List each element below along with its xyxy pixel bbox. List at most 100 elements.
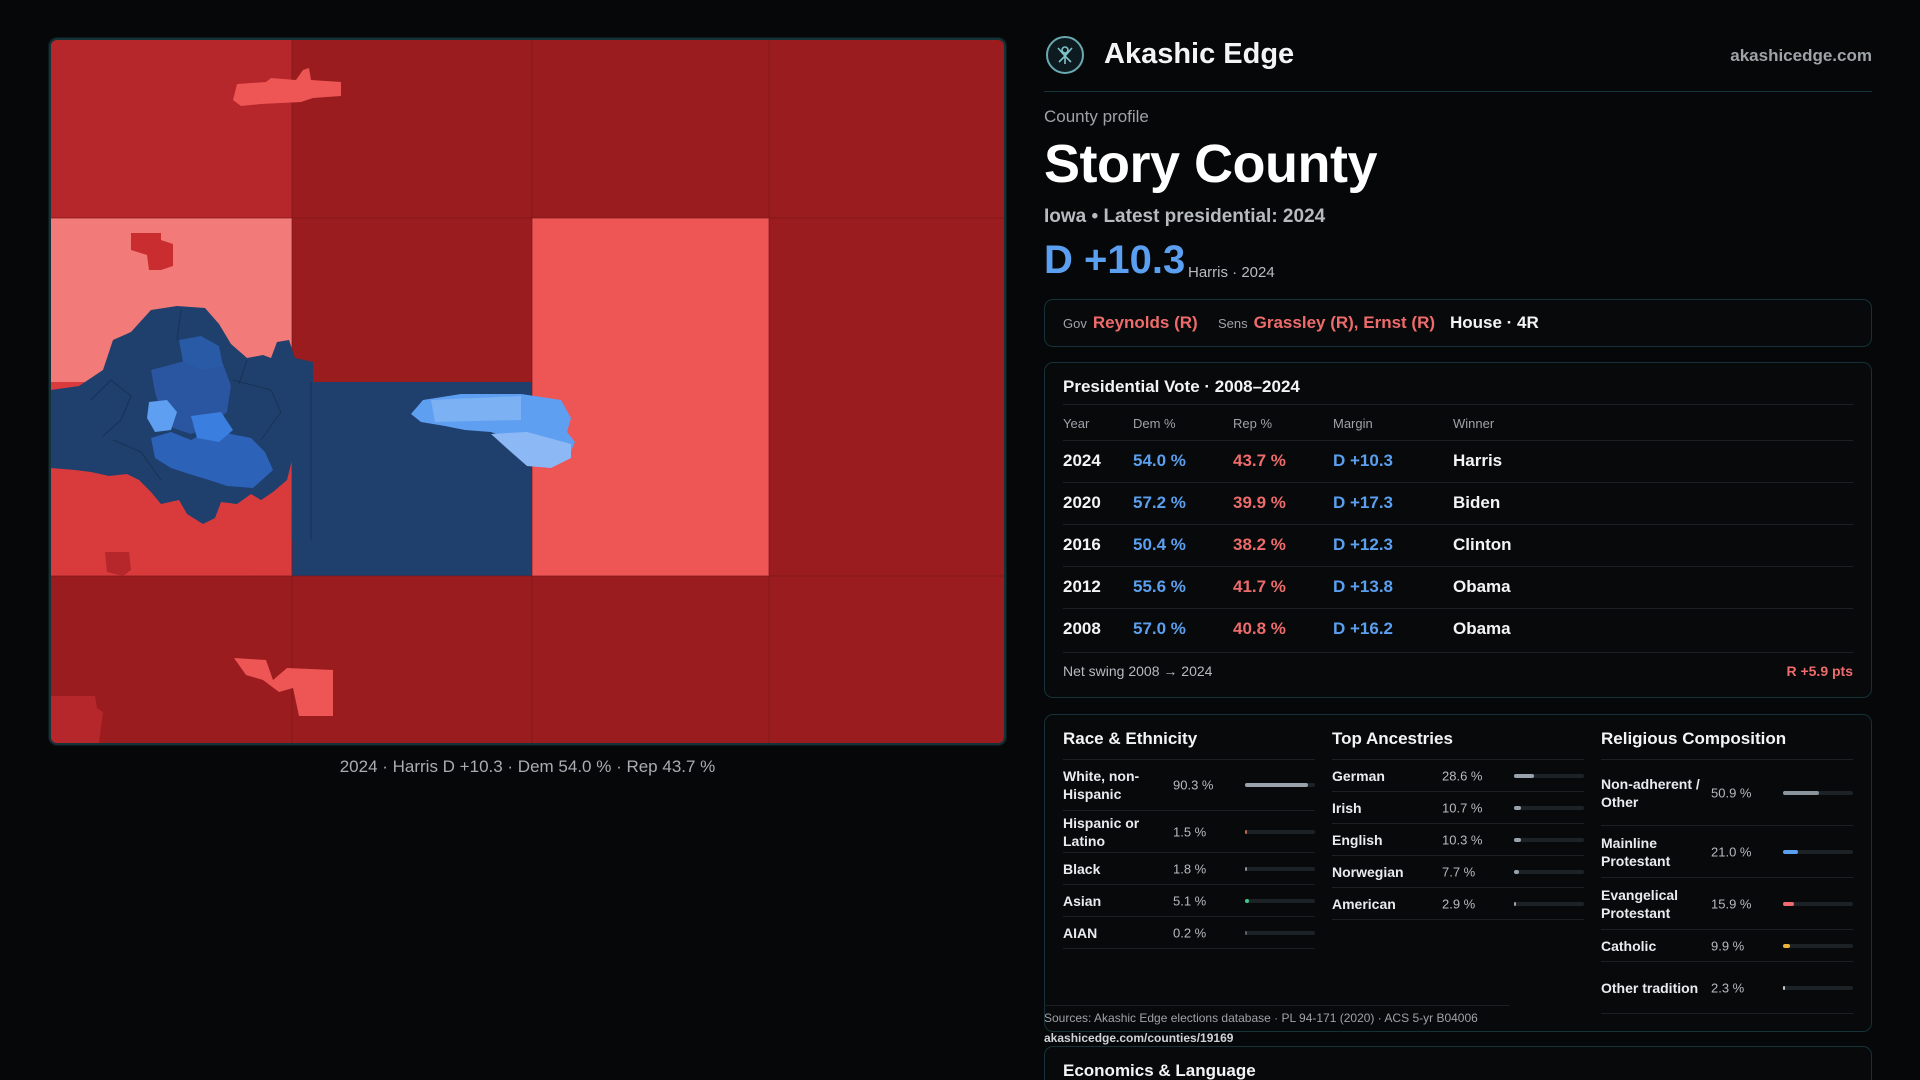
list-item: Hispanic or Latino 1.5 % xyxy=(1063,811,1315,853)
ames-precinct-s[interactable] xyxy=(151,430,273,488)
margin-cell: D +10.3 xyxy=(1333,451,1394,470)
demographics-card: Race & Ethnicity White, non-Hispanic 90.3… xyxy=(1044,714,1872,1032)
list-item: White, non-Hispanic 90.3 % xyxy=(1063,760,1315,811)
township-n1[interactable] xyxy=(292,40,532,218)
share-bar-fill xyxy=(1245,930,1247,935)
list-item: Black 1.8 % xyxy=(1063,853,1315,885)
map-caption: 2024 · Harris D +10.3 · Dem 54.0 % · Rep… xyxy=(339,757,716,776)
share-bar xyxy=(1783,943,1853,948)
town-gilbert[interactable] xyxy=(131,233,173,270)
presidential-vote-card: Presidential Vote · 2008–2024 Year Dem %… xyxy=(1044,362,1872,698)
ames-precinct-isu[interactable] xyxy=(147,400,177,432)
share-bar xyxy=(1514,901,1584,906)
winner-cell: Obama xyxy=(1453,619,1511,638)
town-nevada-south[interactable] xyxy=(234,658,333,716)
year-cell: 2008 xyxy=(1063,619,1101,638)
precinct-map[interactable] xyxy=(49,38,1006,745)
margin-cell: D +16.2 xyxy=(1333,619,1394,638)
governor-label: Gov xyxy=(1063,316,1087,331)
race-ethnicity-section: Race & Ethnicity White, non-Hispanic 90.3… xyxy=(1063,715,1315,1033)
share-bar-fill xyxy=(1514,773,1535,778)
col-header-dem: Dem % xyxy=(1133,416,1176,431)
share-bar-fill xyxy=(1783,849,1798,854)
item-value: 10.3 % xyxy=(1442,832,1483,847)
race-ethnicity-title: Race & Ethnicity xyxy=(1063,729,1198,748)
list-item: Norwegian 7.7 % xyxy=(1332,856,1584,888)
dem-cell: 55.6 % xyxy=(1133,577,1186,596)
item-label: English xyxy=(1332,831,1383,848)
item-label: Evangelical Protestant xyxy=(1601,886,1679,921)
sources-footer: Sources: Akashic Edge elections database… xyxy=(1044,1005,1509,1048)
item-label: AIAN xyxy=(1063,924,1098,941)
town-kelley[interactable] xyxy=(105,552,131,576)
county-panel: Akashic Edge akashicedge.com County prof… xyxy=(1044,0,1872,1080)
rep-cell: 43.7 % xyxy=(1233,451,1286,470)
year-cell: 2012 xyxy=(1063,577,1101,596)
religion-list: Non-adherent / Other 50.9 % Mainline Prote… xyxy=(1601,759,1853,1014)
item-value: 2.3 % xyxy=(1711,980,1745,995)
share-bar xyxy=(1514,837,1584,842)
item-value: 21.0 % xyxy=(1711,844,1752,859)
share-bar xyxy=(1783,901,1853,906)
share-bar-fill xyxy=(1783,790,1819,795)
town-story-city[interactable] xyxy=(233,68,341,106)
margin-cell: D +12.3 xyxy=(1333,535,1394,554)
item-label: Norwegian xyxy=(1332,863,1404,880)
governor-item: Gov Reynolds (R) xyxy=(1063,313,1198,333)
share-bar-fill xyxy=(1783,901,1795,906)
table-row: 2008 57.0 % 40.8 % D +16.2 Obama xyxy=(1063,608,1853,650)
share-bar-fill xyxy=(1245,829,1247,834)
presidential-vote-title: Presidential Vote · 2008–2024 xyxy=(1063,377,1300,396)
governor-value: Reynolds (R) xyxy=(1092,313,1198,332)
winner-cell: Obama xyxy=(1453,577,1511,596)
precinct-map-svg[interactable] xyxy=(51,40,1004,743)
item-label: Irish xyxy=(1332,799,1362,816)
nevada-precinct-n[interactable] xyxy=(431,396,521,422)
brand-url-link[interactable]: akashicedge.com xyxy=(1730,46,1872,65)
town-huxley[interactable] xyxy=(51,696,103,743)
township-s1[interactable] xyxy=(292,576,532,743)
religion-title: Religious Composition xyxy=(1601,729,1787,748)
margin-cell: D +17.3 xyxy=(1333,493,1394,512)
year-cell: 2024 xyxy=(1063,451,1101,470)
township-s2[interactable] xyxy=(532,576,769,743)
share-bar-fill xyxy=(1514,837,1522,842)
item-label: White, non-Hispanic xyxy=(1063,768,1140,802)
col-header-winner: Winner xyxy=(1453,416,1495,431)
ames-precinct-west[interactable] xyxy=(191,412,233,442)
ames-urban[interactable] xyxy=(51,306,431,540)
township-far-e[interactable] xyxy=(769,218,1004,576)
dem-cell: 54.0 % xyxy=(1133,451,1186,470)
township-c2[interactable] xyxy=(292,218,532,382)
item-value: 50.9 % xyxy=(1711,785,1752,800)
item-value: 90.3 % xyxy=(1173,777,1214,793)
rep-cell: 38.2 % xyxy=(1233,535,1286,554)
township-nw[interactable] xyxy=(51,40,292,218)
ancestries-title: Top Ancestries xyxy=(1332,729,1453,748)
share-bar xyxy=(1783,849,1853,854)
nevada-precinct-e[interactable] xyxy=(491,432,571,468)
presidential-table-header: Year Dem % Rep % Margin Winner xyxy=(1063,404,1853,440)
list-item: AIAN 0.2 % xyxy=(1063,917,1315,949)
headline-margin: D +10.3 xyxy=(1044,238,1186,282)
share-bar-fill xyxy=(1783,985,1785,990)
township-n2[interactable] xyxy=(532,40,769,218)
county-permalink[interactable]: akashicedge.com/counties/19169 xyxy=(1044,1031,1234,1045)
share-bar xyxy=(1245,829,1315,834)
share-bar xyxy=(1783,985,1853,990)
town-nevada[interactable] xyxy=(586,397,713,432)
township-ne[interactable] xyxy=(769,40,1004,218)
item-value: 1.8 % xyxy=(1173,861,1207,876)
township-se[interactable] xyxy=(769,576,1004,743)
share-bar-fill xyxy=(1245,783,1309,787)
item-value: 10.7 % xyxy=(1442,800,1483,815)
table-row: 2016 50.4 % 38.2 % D +12.3 Clinton xyxy=(1063,524,1853,566)
share-bar-fill xyxy=(1514,805,1522,810)
item-value: 0.2 % xyxy=(1173,925,1207,940)
item-label: Asian xyxy=(1063,892,1102,909)
religion-section: Religious Composition Non-adherent / Oth… xyxy=(1601,715,1853,1033)
ames-precinct-n[interactable] xyxy=(179,336,223,370)
share-bar xyxy=(1514,773,1584,778)
item-value: 9.9 % xyxy=(1711,938,1745,953)
akashic-logo-icon[interactable] xyxy=(1046,36,1084,74)
